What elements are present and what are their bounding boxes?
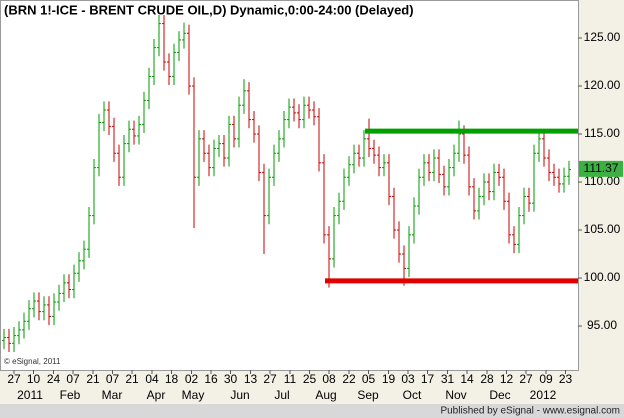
chart-title: (BRN 1!-ICE - BRENT CRUDE OIL,D) Dynamic…: [4, 2, 414, 17]
y-tick-label: 110.00: [584, 174, 620, 188]
y-tick-label: 100.00: [584, 270, 621, 284]
x-tick-label: 21: [86, 372, 100, 386]
x-tick-label: 09: [539, 372, 553, 386]
x-tick-label: 04: [145, 372, 159, 386]
x-tick-label: 30: [224, 372, 238, 386]
month-label: Oct: [403, 388, 422, 402]
x-tick-label: 27: [263, 372, 277, 386]
x-tick-label: 17: [421, 372, 435, 386]
plot-area: [0, 0, 579, 371]
footer-text: Published by eSignal - www.esignal.com: [440, 406, 620, 417]
month-label: Aug: [315, 388, 336, 402]
month-label: Apr: [147, 388, 166, 402]
x-tick-label: 25: [303, 372, 317, 386]
x-tick-label: 31: [441, 372, 455, 386]
x-tick-label: 27: [519, 372, 533, 386]
x-tick-label: 23: [559, 372, 573, 386]
x-tick-label: 12: [500, 372, 514, 386]
x-tick-label: 27: [7, 372, 21, 386]
month-label: 2012: [530, 388, 557, 402]
x-tick-label: 21: [125, 372, 139, 386]
copyright: © eSignal, 2011: [4, 357, 61, 366]
x-tick-label: 19: [382, 372, 396, 386]
month-label: Sep: [357, 388, 379, 402]
x-tick-label: 03: [401, 372, 415, 386]
x-tick-label: 05: [362, 372, 376, 386]
x-tick-label: 16: [204, 372, 218, 386]
last-price-label: 111.37: [584, 161, 619, 175]
y-tick-label: 105.00: [584, 222, 621, 236]
x-tick-label: 07: [66, 372, 80, 386]
y-tick-label: 95.00: [587, 318, 617, 332]
month-label: Jun: [230, 388, 249, 402]
month-label: 2011: [17, 388, 43, 402]
footer-bar: [0, 404, 624, 418]
x-tick-label: 11: [284, 372, 297, 386]
x-tick-label: 08: [322, 372, 336, 386]
y-tick-label: 115.00: [584, 126, 620, 140]
x-tick-label: 02: [185, 372, 199, 386]
month-label: Feb: [60, 388, 81, 402]
x-tick-label: 24: [47, 372, 61, 386]
x-tick-label: 22: [342, 372, 356, 386]
y-tick-label: 125.00: [584, 30, 621, 44]
x-tick-label: 13: [244, 372, 258, 386]
x-tick-label: 10: [27, 372, 41, 386]
last-price-box: [579, 160, 623, 177]
x-tick-label: 14: [460, 372, 474, 386]
month-label: Jul: [274, 388, 289, 402]
month-label: Dec: [489, 388, 510, 402]
x-tick-label: 28: [480, 372, 494, 386]
x-tick-label: 18: [165, 372, 179, 386]
month-label: Mar: [102, 388, 123, 402]
x-tick-label: 07: [106, 372, 120, 386]
month-label: Nov: [445, 388, 466, 402]
y-tick-label: 120.00: [584, 78, 621, 92]
month-label: May: [182, 388, 205, 402]
